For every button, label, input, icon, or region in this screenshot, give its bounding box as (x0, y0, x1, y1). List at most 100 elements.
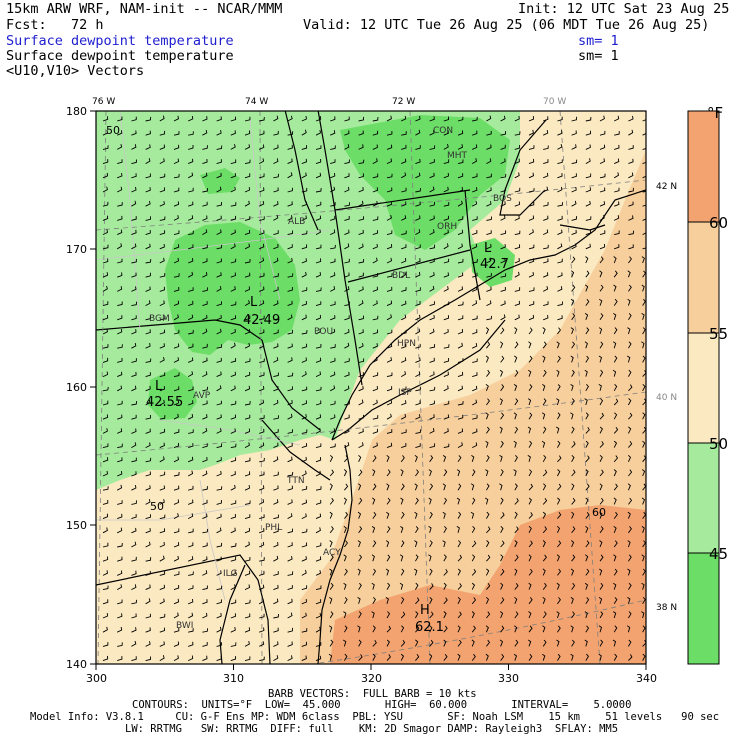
wind-barb (642, 440, 646, 448)
wind-barb (415, 597, 420, 605)
wind-barb (117, 315, 123, 321)
wind-barb (472, 329, 478, 335)
wind-barb (145, 200, 151, 207)
wind-barb (543, 215, 549, 221)
wind-barb (102, 344, 109, 349)
wind-barb (173, 627, 180, 633)
wind-barb (386, 115, 392, 122)
wind-barb (500, 525, 504, 534)
low-marker-bgm-symbol: L (250, 295, 258, 310)
wind-barb (642, 625, 646, 633)
wind-barb (159, 514, 166, 520)
wind-barb (287, 300, 293, 307)
wind-barb (471, 469, 476, 477)
wind-barb (571, 369, 575, 377)
wind-barb (202, 229, 208, 235)
wind-barb (131, 216, 137, 221)
wind-barb (443, 428, 449, 434)
wind-barb (628, 158, 634, 165)
wind-barb (131, 243, 137, 250)
wind-barb (244, 471, 251, 477)
wind-barb (273, 343, 279, 349)
wind-barb (556, 497, 561, 505)
wind-barb (287, 357, 293, 363)
wind-barb (386, 187, 393, 193)
field-name-primary: Surface dewpoint temperature (6, 33, 234, 49)
wind-barb (457, 301, 464, 307)
wind-barb (159, 356, 165, 363)
wind-barb (628, 469, 633, 477)
wind-barb (244, 442, 250, 448)
wind-barb (173, 244, 180, 250)
wind-barb (457, 401, 464, 406)
wind-barb (642, 175, 646, 179)
wind-barb (471, 300, 478, 306)
wind-barb (472, 385, 478, 392)
wind-barb (599, 568, 603, 576)
wind-barb (244, 570, 251, 576)
wind-barb (358, 358, 365, 363)
wind-barb (287, 201, 293, 207)
wind-barb (202, 456, 208, 463)
wind-barb (216, 556, 222, 562)
wind-barb (358, 286, 364, 292)
wind-barb (542, 355, 546, 363)
wind-barb (500, 131, 507, 136)
wind-barb (159, 115, 165, 122)
wind-barb (528, 341, 532, 349)
wind-barb (372, 243, 378, 250)
wind-barb (131, 401, 138, 406)
wind-barb (259, 315, 265, 321)
wind-barb (543, 130, 549, 136)
wind-barb (443, 130, 449, 136)
wind-barb (513, 440, 517, 448)
wind-barb (230, 642, 237, 647)
wind-barb (584, 611, 588, 619)
wind-barb (415, 244, 421, 250)
wind-barb (117, 186, 123, 193)
wind-barb (131, 186, 137, 193)
wind-barb (627, 327, 631, 335)
wind-barb (173, 144, 180, 150)
wind-barb (457, 414, 464, 420)
wind-barb (457, 243, 463, 250)
wind-barb (202, 570, 208, 576)
wind-barb (372, 511, 377, 519)
wind-barb (612, 639, 617, 647)
wind-barb (599, 214, 605, 221)
wind-barb (386, 230, 393, 236)
wind-barb (470, 483, 475, 491)
wind-barb (202, 486, 208, 491)
wind-barb (173, 641, 180, 647)
wind-barb (527, 455, 531, 462)
wind-barb (117, 301, 123, 307)
wind-barb (315, 258, 322, 264)
wind-barb (159, 187, 165, 193)
wind-barb (358, 654, 363, 661)
wind-barb (443, 159, 450, 165)
wind-barb (443, 286, 449, 292)
wind-barb (485, 653, 489, 661)
wind-barb (273, 144, 279, 150)
wind-barb (528, 597, 533, 605)
wind-barb (470, 511, 475, 519)
wind-barb (330, 159, 336, 165)
wind-barb (443, 525, 447, 534)
wind-barb (457, 216, 464, 221)
wind-barb (244, 457, 251, 463)
wind-barb (315, 400, 322, 406)
wind-barb (315, 542, 322, 548)
wind-barb (457, 483, 462, 491)
wind-barb (585, 525, 589, 533)
station-hpn: HPN (397, 339, 416, 349)
wind-barb (202, 612, 208, 619)
wind-barb (528, 201, 535, 207)
wind-barb (216, 215, 222, 221)
wind-barb (344, 216, 350, 221)
wind-barb (344, 414, 350, 420)
wind-barb (500, 540, 505, 548)
wind-barb (457, 130, 464, 136)
wind-barb (343, 525, 347, 533)
wind-barb (188, 230, 194, 236)
wind-barb (188, 598, 194, 605)
